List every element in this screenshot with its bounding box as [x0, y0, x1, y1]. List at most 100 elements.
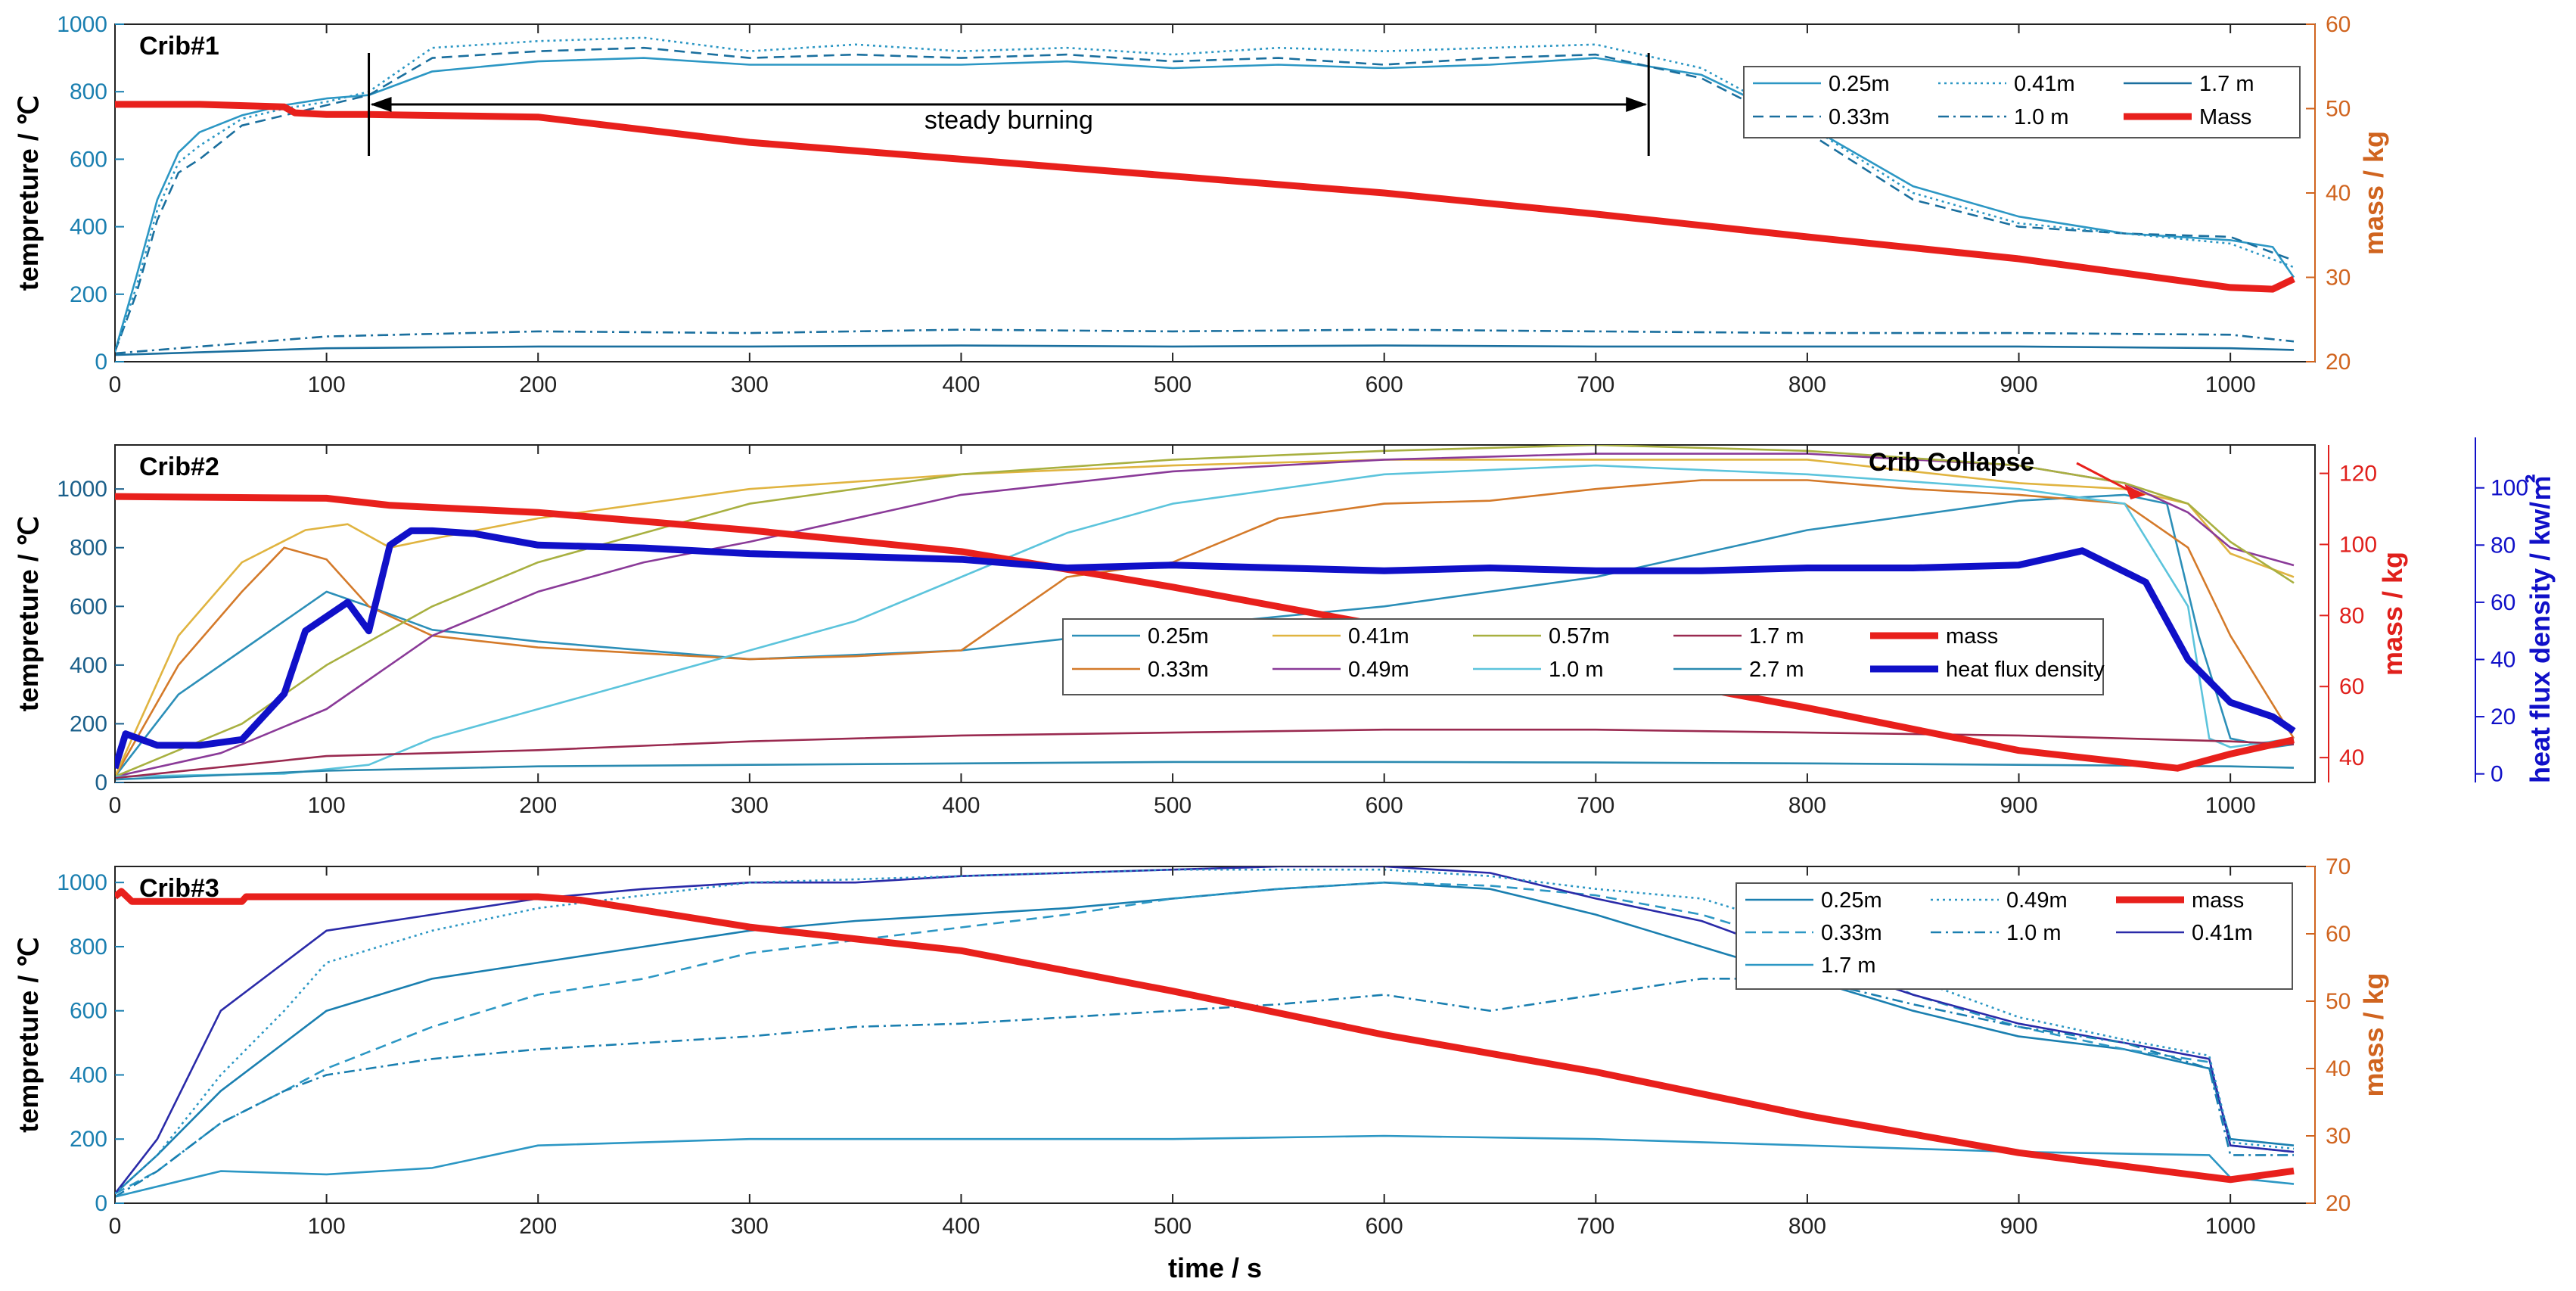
x-tick-label: 300 [731, 1214, 769, 1239]
x-tick-label: 500 [1154, 793, 1192, 818]
legend-label: 0.33m [1829, 105, 1890, 129]
y3-tick-label: 60 [2491, 590, 2515, 615]
y2-tick-label: 30 [2326, 1124, 2351, 1149]
x-tick-label: 0 [109, 372, 122, 397]
y2-tick-label: 60 [2339, 674, 2364, 699]
legend-label: 0.49m [1348, 658, 1409, 682]
y-tick-label: 1000 [57, 477, 107, 502]
x-tick-label: 500 [1154, 372, 1192, 397]
y3-tick-label: 20 [2491, 705, 2515, 729]
series-line-mass [115, 888, 2295, 1184]
legend-label: 2.7 m [1749, 658, 1804, 682]
y-axis-label: tempreture / ℃ [13, 937, 44, 1133]
legend-label: mass [1946, 624, 1998, 649]
y2-tick-label: 30 [2326, 266, 2351, 291]
y2-tick-label: 100 [2339, 532, 2377, 557]
y-tick-label: 400 [70, 653, 107, 678]
x-tick-label: 300 [731, 372, 769, 397]
legend-label: 0.41m [2192, 921, 2253, 945]
legend-label: 1.7 m [1749, 624, 1804, 649]
series-line-heat-flux-density [115, 527, 2296, 770]
x-tick-label: 600 [1366, 372, 1403, 397]
y-tick-label: 800 [70, 536, 107, 561]
y2-tick-label: 50 [2326, 989, 2351, 1014]
series-line-1-7-m [115, 344, 2295, 356]
series-line-mass [115, 101, 2295, 293]
x-tick-label: 700 [1577, 1214, 1614, 1239]
y-tick-label: 600 [70, 147, 107, 172]
y-tick-label: 1000 [57, 870, 107, 895]
x-tick-label: 400 [942, 1214, 980, 1239]
annotation-arrowhead-left [370, 97, 392, 112]
x-tick-label: 200 [519, 372, 557, 397]
x-tick-label: 900 [2000, 1214, 2038, 1239]
y-tick-label: 0 [95, 1191, 107, 1216]
legend-label: 0.25m [1829, 72, 1890, 96]
y2-axis-label: mass / kg [2358, 131, 2389, 255]
legend-label: heat flux density [1946, 658, 2105, 682]
legend-label: 1.7 m [1821, 953, 1876, 978]
legend-label: 1.7 m [2199, 72, 2254, 96]
legend-label: mass [2192, 888, 2244, 913]
x-tick-label: 300 [731, 793, 769, 818]
legend-label: 0.41m [2014, 72, 2075, 96]
annotation-steady-burning: steady burning [924, 106, 1093, 135]
y2-axis-label: mass / kg [2377, 552, 2408, 676]
series-line-0-33m [115, 46, 2295, 353]
y-tick-label: 800 [70, 79, 107, 104]
x-tick-label: 0 [109, 1214, 122, 1239]
annotation-crib-collapse: Crib Collapse [1869, 448, 2034, 477]
x-tick-label: 100 [308, 1214, 346, 1239]
x-tick-label: 200 [519, 1214, 557, 1239]
y-tick-label: 200 [70, 1127, 107, 1152]
x-tick-label: 400 [942, 372, 980, 397]
series-line-1-0-m [115, 464, 2295, 778]
y-tick-label: 400 [70, 215, 107, 240]
x-tick-label: 0 [109, 793, 122, 818]
series-line-1-0-m [115, 978, 2294, 1198]
y-axis-label: tempreture / ℃ [13, 516, 44, 712]
legend-label: 0.25m [1148, 624, 1209, 649]
y-tick-label: 600 [70, 999, 107, 1024]
y2-tick-label: 50 [2326, 97, 2351, 122]
legend-box [1743, 66, 2301, 138]
series-line-0-33m [115, 881, 2295, 1195]
x-tick-label: 1000 [2205, 372, 2256, 397]
y2-tick-label: 20 [2326, 1191, 2351, 1216]
x-tick-label: 900 [2000, 793, 2038, 818]
legend-box [1062, 618, 2104, 695]
x-axis-label: time / s [1168, 1252, 1262, 1283]
series-line-1-0-m [115, 328, 2295, 355]
y2-tick-label: 120 [2339, 462, 2377, 487]
series-line-mass [115, 493, 2295, 772]
x-tick-label: 200 [519, 793, 557, 818]
legend-label: 1.0 m [2014, 105, 2069, 129]
plot-frame [114, 444, 2316, 783]
y-tick-label: 1000 [57, 12, 107, 37]
series-line-0-49m [115, 453, 2295, 778]
panel-crib2: 0 100 200 300 400 500 600 700 800 900 100002004006… [13, 437, 2556, 818]
x-tick-label: 700 [1577, 793, 1614, 818]
annotation-collapse-arrow [2076, 462, 2130, 492]
legend-label: 1.0 m [2006, 921, 2062, 945]
x-tick-label: 700 [1577, 372, 1614, 397]
x-tick-label: 800 [1788, 372, 1826, 397]
series-line-0-25m [115, 57, 2295, 352]
series-line-1-7-m [115, 1134, 2295, 1198]
x-tick-label: 100 [308, 793, 346, 818]
x-tick-label: 500 [1154, 1214, 1192, 1239]
y2-tick-label: 80 [2339, 603, 2364, 628]
x-tick-label: 400 [942, 793, 980, 818]
panel-title: Crib#2 [139, 453, 219, 481]
panel-crib1: 0 100 200 300 400 500 600 700 800 900 1000 0 200 400 6… [13, 12, 2389, 397]
legend-box [1735, 882, 2293, 990]
y3-tick-label: 100 [2491, 476, 2528, 501]
legend-label: 0.33m [1148, 658, 1209, 682]
y3-tick-label: 40 [2491, 647, 2515, 672]
y-tick-label: 200 [70, 711, 107, 736]
y2-tick-label: 40 [2326, 181, 2351, 206]
x-tick-label: 800 [1788, 793, 1826, 818]
x-tick-label: 100 [308, 372, 346, 397]
y2-axis-label: mass / kg [2358, 972, 2389, 1097]
y3-axis-label: heat flux density / kw/㎡ [2525, 474, 2556, 783]
